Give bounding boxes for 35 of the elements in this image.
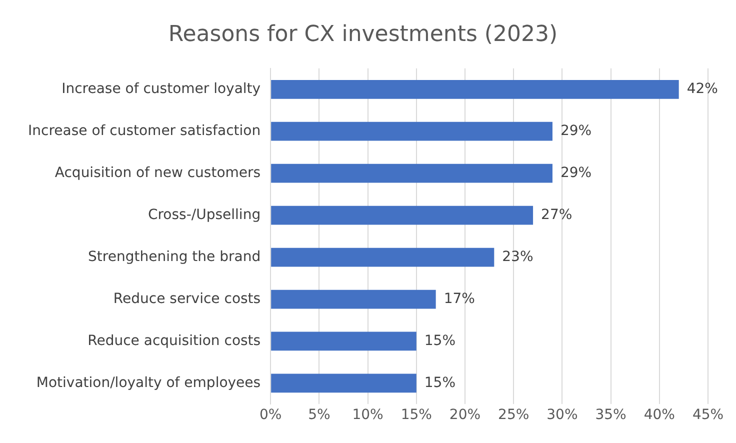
x-tick-label: 45% xyxy=(692,407,724,424)
data-label: 29% xyxy=(560,123,592,140)
data-label: 27% xyxy=(541,206,572,223)
bar xyxy=(271,164,552,183)
bar xyxy=(271,248,494,267)
y-tick-label: Cross-/Upselling xyxy=(148,206,261,223)
x-tick-label: 0% xyxy=(259,407,282,424)
y-tick-label: Increase of customer loyalty xyxy=(62,81,261,98)
x-tick-label: 10% xyxy=(352,407,384,424)
x-tick-label: 15% xyxy=(400,407,432,424)
x-tick-label: 35% xyxy=(595,407,626,424)
data-label: 42% xyxy=(686,81,718,98)
bar xyxy=(271,374,416,393)
data-label: 15% xyxy=(424,374,456,391)
x-tick-label: 30% xyxy=(546,407,578,424)
y-tick-label: Increase of customer satisfaction xyxy=(28,123,261,140)
y-tick-label: Motivation/loyalty of employees xyxy=(36,374,261,391)
x-tick-label: 40% xyxy=(644,407,675,424)
chart-title: Reasons for CX investments (2023) xyxy=(168,22,558,47)
bar xyxy=(271,290,436,309)
bar xyxy=(271,206,534,225)
x-tick-label: 25% xyxy=(498,407,530,424)
bar xyxy=(271,122,552,141)
y-tick-label: Strengthening the brand xyxy=(88,248,261,265)
x-tick-label: 20% xyxy=(449,407,481,424)
y-tick-label: Acquisition of new customers xyxy=(54,164,261,181)
data-label: 23% xyxy=(502,248,534,265)
y-tick-label: Reduce service costs xyxy=(113,290,261,307)
x-tick-label: 5% xyxy=(308,407,330,424)
data-label: 29% xyxy=(560,164,592,181)
data-label: 17% xyxy=(444,290,475,307)
y-tick-label: Reduce acquisition costs xyxy=(88,332,261,349)
bar xyxy=(271,332,416,351)
data-label: 15% xyxy=(424,332,456,349)
bar xyxy=(271,80,679,99)
